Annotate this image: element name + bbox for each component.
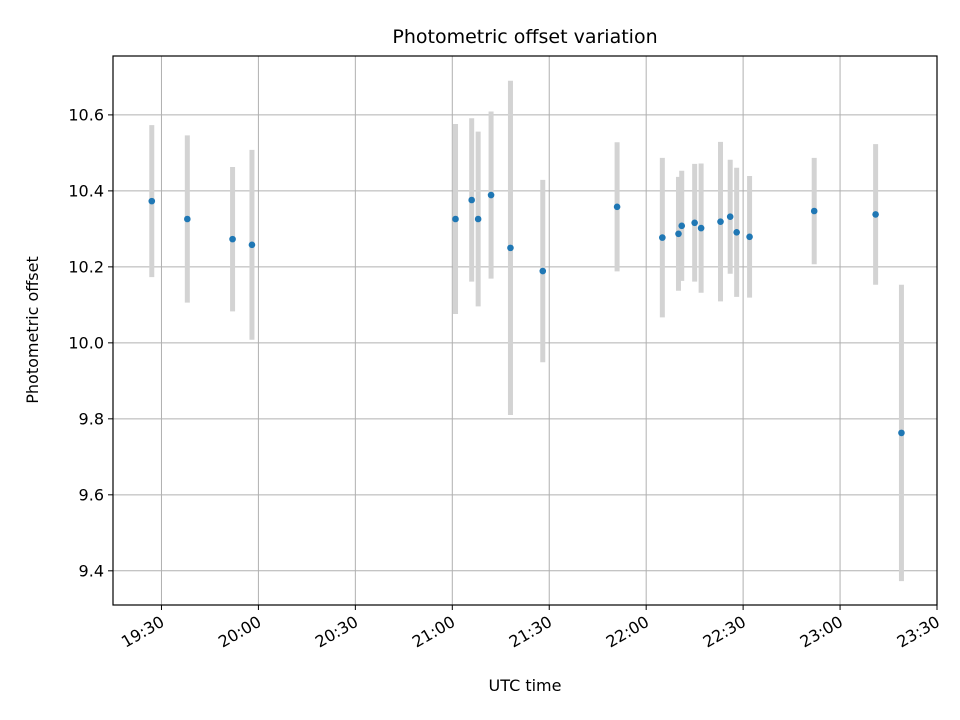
data-point — [507, 244, 514, 252]
y-tick-label: 9.4 — [79, 561, 104, 580]
data-point — [678, 222, 686, 230]
y-tick-label: 9.8 — [79, 409, 104, 428]
data-point — [539, 267, 547, 275]
data-point — [691, 219, 698, 227]
plot-frame — [112, 55, 938, 606]
y-tick-label: 10.6 — [68, 105, 104, 124]
data-point — [148, 197, 156, 205]
y-tick-label: 10.4 — [68, 181, 104, 200]
data-points — [148, 191, 905, 437]
data-point — [452, 215, 459, 223]
y-tick-label: 10.0 — [68, 333, 104, 352]
data-point — [726, 213, 734, 221]
data-point — [613, 203, 621, 211]
data-point — [872, 211, 879, 218]
data-point — [697, 224, 705, 232]
data-point — [675, 230, 682, 238]
y-tick-label: 10.2 — [68, 257, 104, 276]
data-point — [746, 233, 753, 241]
data-point — [733, 228, 740, 236]
data-point — [248, 241, 256, 249]
data-point — [229, 235, 236, 243]
data-point — [898, 429, 905, 437]
data-point — [468, 196, 475, 204]
data-point — [184, 215, 191, 223]
data-point — [717, 218, 724, 225]
data-point — [810, 207, 818, 215]
data-point — [487, 191, 495, 199]
y-tick-label: 9.6 — [79, 485, 104, 504]
chart-title: Photometric offset variation — [392, 26, 657, 48]
data-point — [659, 234, 666, 241]
x-axis-title: UTC time — [489, 676, 562, 695]
data-point — [474, 215, 482, 223]
y-axis: 9.4 9.6 9.8 10.0 10.2 10.4 10.6 — [68, 105, 113, 580]
y-axis-title: Photometric offset — [23, 256, 42, 404]
grid — [113, 56, 938, 605]
